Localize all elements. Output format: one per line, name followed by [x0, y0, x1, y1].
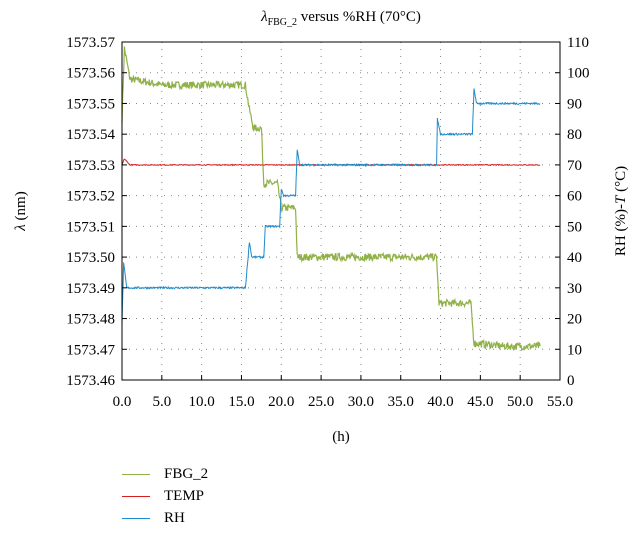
y-right-tick-label: 70: [567, 158, 582, 174]
legend-swatch-fbg2: [122, 473, 150, 475]
legend-item-rh: RH: [122, 507, 208, 529]
legend-swatch-rh: [122, 517, 150, 519]
y-right-tick-label: 20: [567, 312, 582, 328]
x-tick-label: 45.0: [467, 394, 493, 410]
x-tick-label: 5.0: [152, 394, 171, 410]
y-left-tick-label: 1573.54: [66, 127, 115, 143]
x-tick-label: 10.0: [189, 394, 215, 410]
y-left-tick-label: 1573.47: [66, 342, 115, 358]
y-right-tick-label: 0: [567, 373, 575, 389]
x-tick-label: 30.0: [348, 394, 374, 410]
x-tick-label: 25.0: [308, 394, 334, 410]
y-right-tick-label: 30: [567, 281, 582, 297]
legend-swatch-temp: [122, 495, 150, 497]
chart-title: λFBG_2 versus %RH (70°C): [122, 9, 560, 28]
y-left-tick-label: 1573.48: [66, 312, 115, 328]
title-symbol: λ: [261, 9, 268, 25]
y-right-tick-label: 60: [567, 189, 582, 205]
y-left-tick-label: 1573.46: [66, 373, 115, 389]
y-left-tick-label: 1573.53: [66, 158, 115, 174]
series-rh-line: [121, 88, 541, 324]
title-text: versus %RH (70°C): [297, 9, 421, 25]
y-left-tick-label: 1573.56: [66, 66, 115, 82]
x-tick-label: 50.0: [507, 394, 533, 410]
grid: [122, 42, 560, 380]
legend-label-rh: RH: [164, 509, 185, 526]
y-left-tick-label: 1573.55: [66, 96, 115, 112]
plot-frame: [121, 41, 561, 381]
y-left-tick-label: 1573.51: [66, 219, 115, 235]
title-subscript: FBG_2: [267, 17, 298, 28]
y-right-tick-label: 40: [567, 250, 582, 266]
series-fbg-2-line: [121, 46, 541, 352]
legend-item-temp: TEMP: [122, 485, 208, 507]
x-tick-label: 15.0: [228, 394, 254, 410]
y-right-tick-label: 80: [567, 127, 582, 143]
y-left-tick-label: 1573.57: [66, 35, 115, 51]
x-tick-label: 20.0: [268, 394, 294, 410]
ticks: 0.0 5.0 10.0 15.0 20.0 25.0 30.0 35.0 40.0 45.0 50…: [66, 35, 589, 410]
y-left-tick-label: 1573.52: [66, 189, 115, 205]
legend-label-fbg2: FBG_2: [164, 465, 209, 482]
x-tick-label: 40.0: [427, 394, 453, 410]
y-right-tick-label: 90: [567, 96, 582, 112]
x-tick-label: 0.0: [113, 394, 132, 410]
y-right-tick-label: 50: [567, 219, 582, 235]
legend-label-temp: TEMP: [164, 487, 205, 504]
legend-item-fbg2: FBG_2: [122, 463, 208, 485]
y-right-tick-label: 100: [567, 66, 590, 82]
y-left-tick-label: 1573.50: [66, 250, 115, 266]
legend: FBG_2 TEMP RH: [122, 463, 208, 529]
x-tick-label: 55.0: [547, 394, 573, 410]
series-layer: [121, 46, 541, 352]
y-right-tick-label: 110: [567, 35, 589, 51]
y-left-tick-label: 1573.49: [66, 281, 115, 297]
y-right-tick-label: 10: [567, 342, 582, 358]
y-axis-label-right: RH (%)-T (°C): [613, 166, 629, 256]
y-axis-label-left: λ (nm): [13, 191, 29, 231]
x-axis-label: (h): [332, 429, 350, 445]
x-tick-label: 35.0: [388, 394, 414, 410]
